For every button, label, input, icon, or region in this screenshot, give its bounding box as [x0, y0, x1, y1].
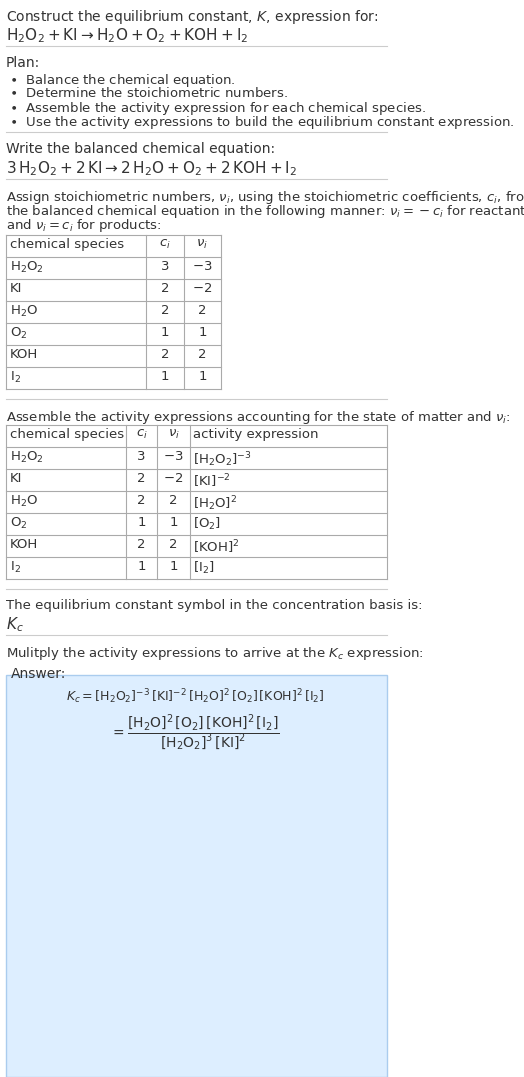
Text: activity expression: activity expression: [193, 428, 319, 440]
Text: $3\,\mathrm{H_2O_2} + 2\,\mathrm{KI} \rightarrow 2\,\mathrm{H_2O} + \mathrm{O_2}: $3\,\mathrm{H_2O_2} + 2\,\mathrm{KI} \ri…: [6, 159, 297, 178]
Text: 2: 2: [137, 494, 146, 507]
Text: $\text{I}_2$: $\text{I}_2$: [10, 560, 20, 575]
Text: Answer:: Answer:: [10, 667, 66, 681]
Text: $K_c = [\mathrm{H_2O_2}]^{-3}\,[\mathrm{KI}]^{-2}\,[\mathrm{H_2O}]^2\,[\mathrm{O: $K_c = [\mathrm{H_2O_2}]^{-3}\,[\mathrm{…: [66, 687, 324, 705]
Text: $\mathrm{H_2O_2 + KI} \rightarrow \mathrm{H_2O + O_2 + KOH + I_2}$: $\mathrm{H_2O_2 + KI} \rightarrow \mathr…: [6, 26, 248, 45]
Text: 1: 1: [198, 370, 206, 383]
Text: Write the balanced chemical equation:: Write the balanced chemical equation:: [6, 142, 275, 156]
Text: $\bullet$  Determine the stoichiometric numbers.: $\bullet$ Determine the stoichiometric n…: [9, 86, 288, 100]
Text: $\nu_i$: $\nu_i$: [196, 238, 209, 251]
Text: KOH: KOH: [10, 538, 38, 551]
Text: 2: 2: [161, 304, 169, 317]
Text: $[\text{H}_2\text{O}]^2$: $[\text{H}_2\text{O}]^2$: [193, 494, 237, 513]
Text: 2: 2: [161, 348, 169, 361]
Text: $\text{H}_2\text{O}_2$: $\text{H}_2\text{O}_2$: [10, 260, 43, 275]
Text: $-2$: $-2$: [192, 282, 213, 295]
Text: Assemble the activity expressions accounting for the state of matter and $\nu_i$: Assemble the activity expressions accoun…: [6, 409, 511, 426]
Text: 1: 1: [161, 370, 169, 383]
Text: $\text{O}_2$: $\text{O}_2$: [10, 516, 27, 531]
Text: Assign stoichiometric numbers, $\nu_i$, using the stoichiometric coefficients, $: Assign stoichiometric numbers, $\nu_i$, …: [6, 188, 524, 206]
Text: 2: 2: [137, 472, 146, 485]
Text: $c_i$: $c_i$: [159, 238, 171, 251]
FancyBboxPatch shape: [6, 675, 387, 1077]
Text: $\bullet$  Balance the chemical equation.: $\bullet$ Balance the chemical equation.: [9, 72, 236, 89]
Text: $c_i$: $c_i$: [136, 428, 148, 442]
Text: 2: 2: [169, 538, 178, 551]
Text: 2: 2: [198, 348, 206, 361]
Text: 2: 2: [198, 304, 206, 317]
Text: chemical species: chemical species: [10, 238, 124, 251]
Text: $\text{H}_2\text{O}$: $\text{H}_2\text{O}$: [10, 494, 38, 509]
Text: $[\text{KI}]^{-2}$: $[\text{KI}]^{-2}$: [193, 472, 231, 490]
Text: $-3$: $-3$: [163, 450, 184, 463]
Text: 1: 1: [169, 560, 178, 573]
Text: $[\text{O}_2]$: $[\text{O}_2]$: [193, 516, 222, 532]
Text: and $\nu_i = c_i$ for products:: and $\nu_i = c_i$ for products:: [6, 216, 161, 234]
Text: $-3$: $-3$: [192, 260, 213, 272]
Text: 1: 1: [137, 560, 146, 573]
Text: $K_c$: $K_c$: [6, 615, 24, 633]
Text: Construct the equilibrium constant, $K$, expression for:: Construct the equilibrium constant, $K$,…: [6, 8, 378, 26]
Text: $[\text{H}_2\text{O}_2]^{-3}$: $[\text{H}_2\text{O}_2]^{-3}$: [193, 450, 252, 468]
Text: 2: 2: [161, 282, 169, 295]
Text: chemical species: chemical species: [10, 428, 124, 440]
Text: 1: 1: [198, 326, 206, 339]
Text: $[\text{KOH}]^2$: $[\text{KOH}]^2$: [193, 538, 240, 556]
Text: 2: 2: [137, 538, 146, 551]
Text: KI: KI: [10, 472, 22, 485]
Text: $\text{H}_2\text{O}_2$: $\text{H}_2\text{O}_2$: [10, 450, 43, 465]
Text: $= \dfrac{[\mathrm{H_2O}]^2\,[\mathrm{O_2}]\,[\mathrm{KOH}]^2\,[\mathrm{I_2}]}{[: $= \dfrac{[\mathrm{H_2O}]^2\,[\mathrm{O_…: [110, 713, 280, 753]
Text: 3: 3: [161, 260, 169, 272]
Text: 2: 2: [169, 494, 178, 507]
Text: $\bullet$  Use the activity expressions to build the equilibrium constant expres: $\bullet$ Use the activity expressions t…: [9, 114, 515, 131]
Text: 3: 3: [137, 450, 146, 463]
Text: $-2$: $-2$: [163, 472, 184, 485]
Text: $\text{O}_2$: $\text{O}_2$: [10, 326, 27, 341]
Text: 1: 1: [169, 516, 178, 529]
Text: $\text{I}_2$: $\text{I}_2$: [10, 370, 20, 386]
Text: 1: 1: [137, 516, 146, 529]
Text: $[\text{I}_2]$: $[\text{I}_2]$: [193, 560, 215, 576]
Text: 1: 1: [161, 326, 169, 339]
Text: KOH: KOH: [10, 348, 38, 361]
Text: Plan:: Plan:: [6, 56, 40, 70]
Text: Mulitply the activity expressions to arrive at the $K_c$ expression:: Mulitply the activity expressions to arr…: [6, 645, 424, 662]
Text: $\nu_i$: $\nu_i$: [168, 428, 180, 442]
Text: $\text{H}_2\text{O}$: $\text{H}_2\text{O}$: [10, 304, 38, 319]
Text: the balanced chemical equation in the following manner: $\nu_i = -c_i$ for react: the balanced chemical equation in the fo…: [6, 202, 524, 220]
Text: The equilibrium constant symbol in the concentration basis is:: The equilibrium constant symbol in the c…: [6, 599, 422, 612]
Text: KI: KI: [10, 282, 22, 295]
Text: $\bullet$  Assemble the activity expression for each chemical species.: $\bullet$ Assemble the activity expressi…: [9, 100, 426, 117]
